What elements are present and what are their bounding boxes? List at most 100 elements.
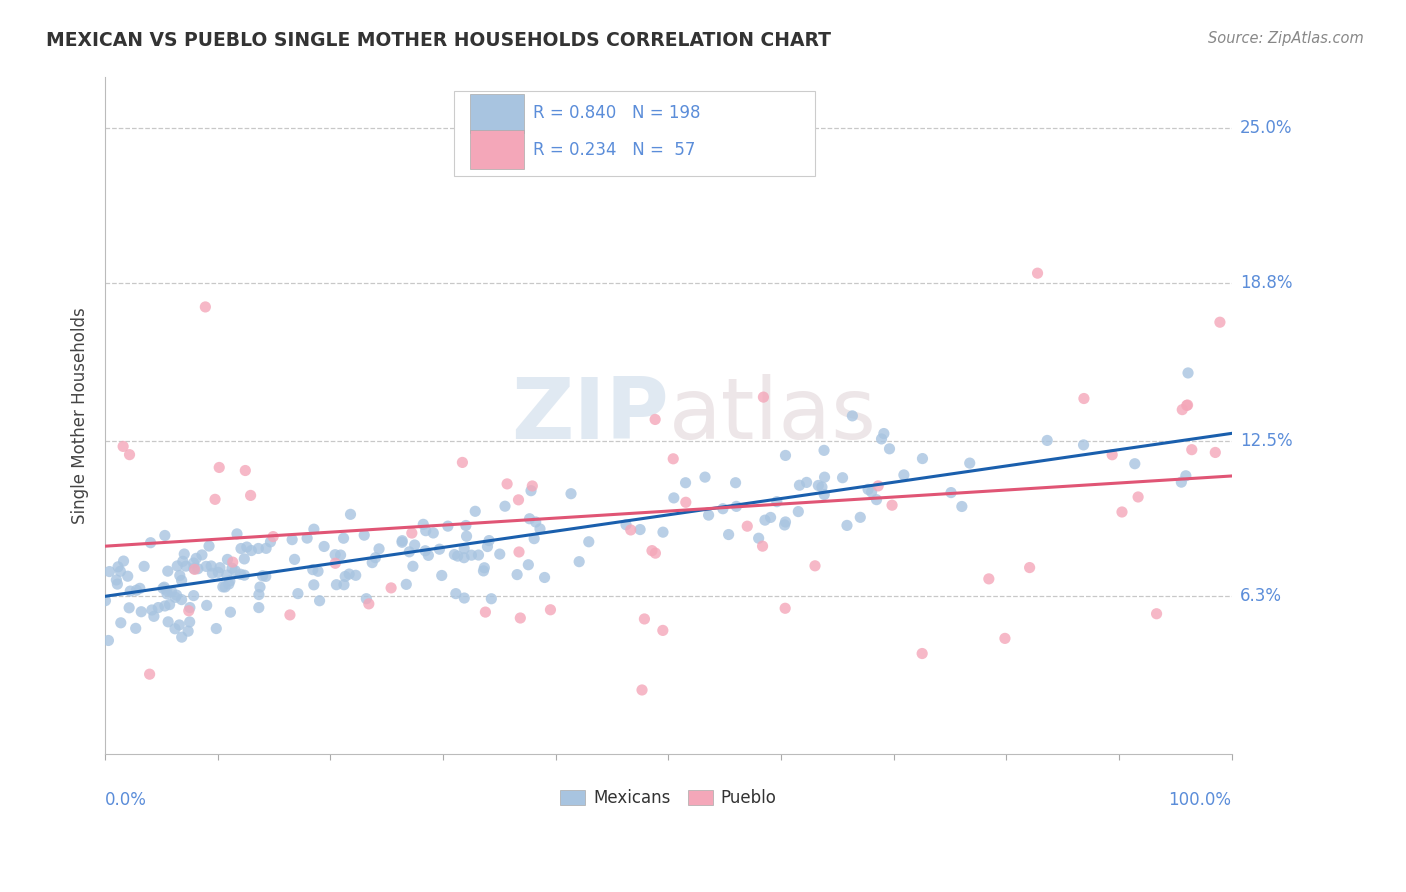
Text: R = 0.840   N = 198: R = 0.840 N = 198 xyxy=(533,104,700,122)
Point xyxy=(249,580,271,594)
Point xyxy=(1181,442,1204,457)
Point xyxy=(454,518,477,533)
Point xyxy=(628,523,651,537)
Point xyxy=(1177,366,1199,380)
Point xyxy=(156,587,179,601)
Point xyxy=(117,569,139,583)
Point xyxy=(333,578,356,592)
Point xyxy=(675,495,697,509)
Point xyxy=(141,603,163,617)
FancyBboxPatch shape xyxy=(470,94,524,133)
Point xyxy=(134,559,156,574)
Point xyxy=(224,564,246,578)
Point xyxy=(156,564,179,578)
Point xyxy=(959,456,981,470)
Point xyxy=(879,442,901,456)
Point xyxy=(1170,475,1192,490)
Point xyxy=(118,600,141,615)
Point xyxy=(105,577,128,591)
Point xyxy=(429,542,451,557)
Point xyxy=(422,525,444,540)
Point xyxy=(477,540,499,554)
Point xyxy=(697,508,720,522)
Point xyxy=(517,558,540,572)
Point xyxy=(1171,402,1194,417)
Point xyxy=(430,568,453,582)
Point xyxy=(247,541,270,556)
Point xyxy=(262,530,284,544)
Text: 100.0%: 100.0% xyxy=(1168,791,1232,809)
Point xyxy=(239,488,262,502)
Point xyxy=(166,588,188,602)
Point xyxy=(496,476,519,491)
Point xyxy=(1174,468,1197,483)
Point xyxy=(641,543,664,558)
Point xyxy=(911,451,934,466)
Point xyxy=(494,500,516,514)
Point xyxy=(332,531,354,545)
Point xyxy=(221,561,243,575)
Point xyxy=(453,550,475,565)
Point xyxy=(614,517,637,532)
Point xyxy=(301,563,323,577)
Text: 12.5%: 12.5% xyxy=(1240,432,1292,450)
Point xyxy=(787,505,810,519)
Point xyxy=(186,551,208,566)
Text: ZIP: ZIP xyxy=(510,375,668,458)
Point xyxy=(159,598,181,612)
Point xyxy=(138,667,160,681)
Point xyxy=(169,568,191,582)
Point xyxy=(337,567,360,582)
Point xyxy=(284,552,307,566)
Point xyxy=(759,510,782,524)
Point xyxy=(401,526,423,541)
Point xyxy=(118,448,141,462)
Point xyxy=(172,554,194,568)
Point xyxy=(1111,505,1133,519)
Point xyxy=(148,600,170,615)
Point xyxy=(841,409,863,423)
Point xyxy=(157,615,180,629)
Point xyxy=(560,486,582,500)
Point xyxy=(752,390,775,404)
Point xyxy=(443,548,465,562)
Point xyxy=(183,561,205,575)
Point xyxy=(191,548,214,562)
Text: 6.3%: 6.3% xyxy=(1240,587,1282,606)
Point xyxy=(211,580,233,594)
Point xyxy=(644,546,666,560)
Point xyxy=(139,535,162,549)
Point xyxy=(233,552,256,566)
Point xyxy=(662,491,685,505)
Point xyxy=(506,567,529,582)
Point xyxy=(453,541,475,556)
Point xyxy=(153,580,176,594)
Point xyxy=(748,531,770,545)
Point xyxy=(474,605,496,619)
Point xyxy=(977,572,1000,586)
Point xyxy=(533,570,555,584)
Point xyxy=(195,599,218,613)
Point xyxy=(170,630,193,644)
Point xyxy=(1036,434,1059,448)
Point xyxy=(204,492,226,507)
Point xyxy=(735,519,758,533)
Point xyxy=(153,528,176,542)
Point xyxy=(308,593,330,607)
Point xyxy=(380,581,402,595)
Point xyxy=(105,573,128,587)
Text: R = 0.234   N =  57: R = 0.234 N = 57 xyxy=(533,141,696,159)
Point xyxy=(278,607,301,622)
Point xyxy=(620,523,643,537)
Point xyxy=(631,683,654,698)
Point xyxy=(302,522,325,536)
Point xyxy=(775,449,797,463)
Point xyxy=(520,483,543,498)
Point xyxy=(508,492,530,507)
Point xyxy=(675,475,697,490)
Point xyxy=(831,471,853,485)
Point xyxy=(717,527,740,541)
Point xyxy=(183,556,205,570)
Point xyxy=(725,500,748,514)
Point xyxy=(128,582,150,596)
